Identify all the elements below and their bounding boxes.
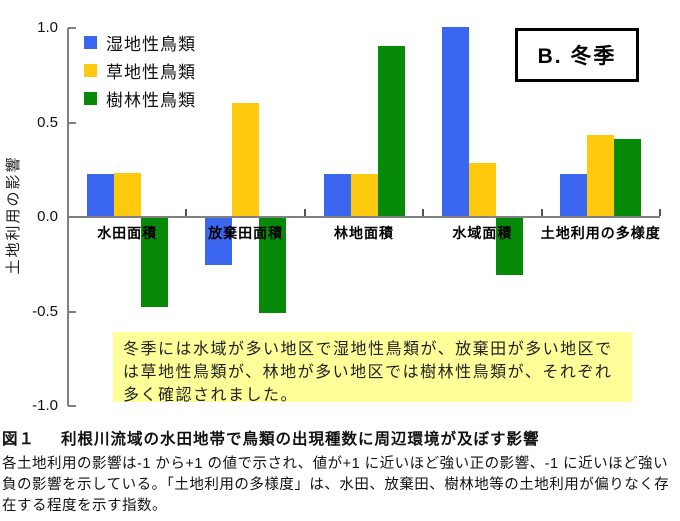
- chart-legend: 湿地性鳥類草地性鳥類樹林性鳥類: [84, 28, 196, 112]
- x-axis-tick: [540, 209, 543, 216]
- legend-swatch-icon: [84, 63, 97, 77]
- bar-湿地性鳥類-土地利用の多様度: [560, 174, 587, 216]
- legend-label: 湿地性鳥類: [106, 34, 196, 54]
- bar-樹林性鳥類-水田面積: [141, 218, 168, 307]
- bar-草地性鳥類-土地利用の多様度: [587, 135, 614, 216]
- bar-草地性鳥類-林地面積: [351, 174, 378, 216]
- bar-草地性鳥類-水域面積: [469, 163, 496, 216]
- x-axis-tick: [303, 209, 306, 216]
- category-label: 水域面積: [452, 225, 513, 241]
- x-axis-tick: [185, 209, 188, 216]
- y-tick-label: 0.0: [37, 208, 58, 225]
- y-tick-label: -0.5: [32, 302, 58, 320]
- category-label: 林地面積: [334, 225, 394, 241]
- figure-number: 図１: [2, 431, 36, 448]
- y-axis-tick: [68, 216, 76, 218]
- x-axis-tick: [659, 209, 661, 216]
- y-axis-tick: [68, 310, 76, 313]
- legend-label: 樹林性鳥類: [106, 90, 196, 110]
- caption-body: 各土地利用の影響は-1 から+1 の値で示され、値が+1 に近いほど強い正の影響…: [2, 456, 670, 515]
- bar-chart: 土地利用の影響 湿地性鳥類 草地性鳥類 樹林性鳥類 B. 冬季 1.0 0.5 0.0-…: [5, 19, 661, 414]
- bar-湿地性鳥類-水域面積: [442, 27, 469, 216]
- highlight-annotation: 冬季には水域が多い地区で湿地性鳥類が、放棄田が多い地区では草地性鳥類が、林地が多…: [113, 332, 632, 404]
- legend-item: 湿地性鳥類: [84, 28, 196, 56]
- x-axis-tick: [422, 209, 425, 216]
- legend-item: 草地性鳥類: [84, 56, 196, 84]
- caption-title: 利根川流域の水田地帯で鳥類の出現種数に周辺環境が及ぼす影響: [61, 431, 540, 448]
- bar-樹林性鳥類-水域面積: [496, 218, 523, 275]
- y-axis-tick: [68, 405, 76, 407]
- category-label: 放棄田面積: [208, 225, 284, 241]
- bar-草地性鳥類-水田面積: [114, 173, 141, 216]
- x-axis-zero-line: [68, 216, 660, 218]
- bar-樹林性鳥類-土地利用の多様度: [614, 139, 641, 216]
- bar-樹林性鳥類-林地面積: [378, 46, 405, 216]
- category-label: 水田面積: [97, 225, 158, 241]
- bar-湿地性鳥類-水田面積: [87, 174, 114, 216]
- legend-item: 樹林性鳥類: [84, 84, 196, 112]
- bar-草地性鳥類-放棄田面積: [232, 103, 259, 216]
- figure-caption: 図１ 利根川流域の水田地帯で鳥類の出現種数に周辺環境が及ぼす影響 各土地利用の影響…: [2, 427, 678, 517]
- y-axis-tick: [68, 27, 76, 29]
- y-tick-label: 0.5: [37, 113, 58, 131]
- bar-湿地性鳥類-放棄田面積: [205, 218, 232, 265]
- y-axis-tick: [68, 121, 76, 124]
- panel-title-box: B. 冬季: [515, 28, 639, 82]
- legend-label: 草地性鳥類: [106, 62, 196, 82]
- y-tick-label: 1.0: [37, 19, 58, 36]
- legend-swatch-icon: [84, 35, 97, 49]
- bar-湿地性鳥類-林地面積: [324, 174, 351, 216]
- caption-heading: 図１ 利根川流域の水田地帯で鳥類の出現種数に周辺環境が及ぼす影響: [2, 427, 678, 449]
- bar-樹林性鳥類-放棄田面積: [259, 218, 286, 313]
- legend-swatch-icon: [84, 91, 97, 105]
- y-tick-label: -1.0: [32, 397, 58, 414]
- category-label: 土地利用の多様度: [540, 225, 661, 241]
